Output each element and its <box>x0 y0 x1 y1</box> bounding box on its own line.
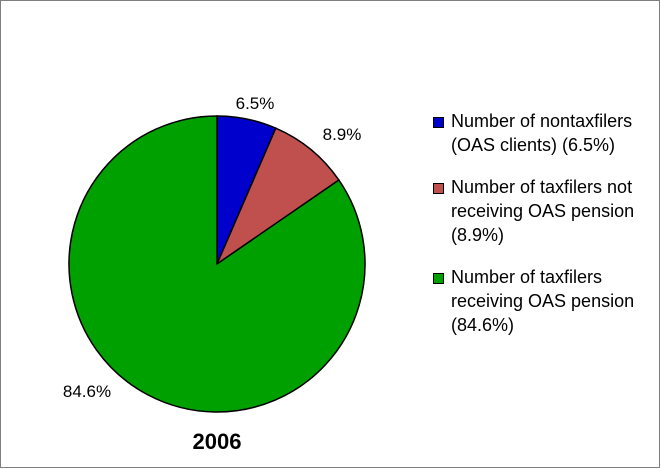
data-label-taxfilers-receiving: 84.6% <box>63 382 111 401</box>
data-label-taxfilers-not-receiving: 8.9% <box>323 125 362 144</box>
legend-swatch-taxfilers-not-receiving <box>433 183 444 194</box>
data-label-nontaxfilers: 6.5% <box>236 94 275 113</box>
legend-label-taxfilers-receiving: Number of taxfilers receiving OAS pensio… <box>451 267 635 335</box>
legend-label-taxfilers-not-receiving: Number of taxfilers not receiving OAS pe… <box>451 177 635 245</box>
legend-item-nontaxfilers: Number of nontaxfilers (OAS clients) (6.… <box>433 109 655 157</box>
pie-slices <box>68 115 366 413</box>
legend-swatch-nontaxfilers <box>433 117 444 128</box>
legend-label-nontaxfilers: Number of nontaxfilers (OAS clients) (6.… <box>451 111 633 155</box>
slice-taxfilers-not-receiving <box>215 127 340 267</box>
legend: Number of nontaxfilers (OAS clients) (6.… <box>433 109 655 337</box>
chart-title: 2006 <box>193 429 242 454</box>
legend-swatch-taxfilers-receiving <box>433 273 444 284</box>
legend-item-taxfilers-not-receiving: Number of taxfilers not receiving OAS pe… <box>433 175 655 247</box>
legend-item-taxfilers-receiving: Number of taxfilers receiving OAS pensio… <box>433 265 655 337</box>
pie-data-labels: 6.5% 8.9% 84.6% <box>63 94 361 401</box>
slice-taxfilers-receiving <box>68 115 366 413</box>
